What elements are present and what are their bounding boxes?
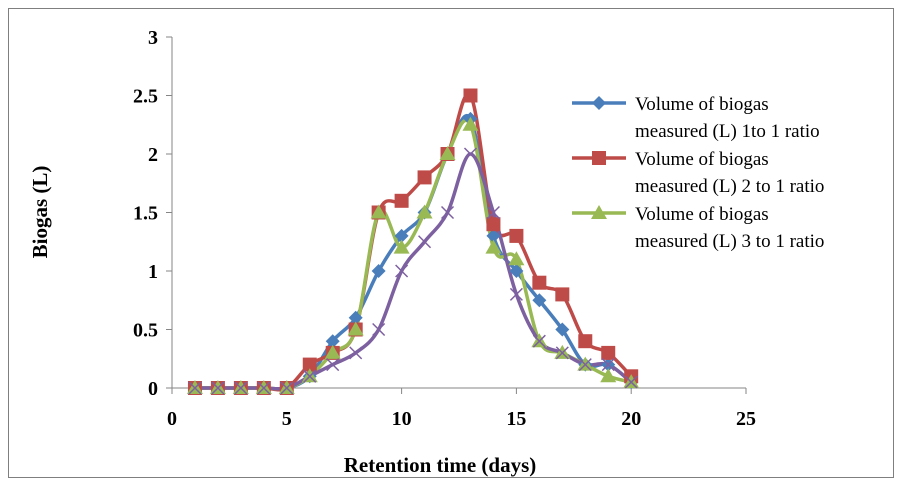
data-point-series-3 bbox=[370, 204, 387, 219]
data-point-series-4 bbox=[418, 235, 432, 249]
data-point-series-1 bbox=[325, 334, 340, 349]
data-point-series-1 bbox=[486, 228, 501, 243]
data-point-series-4 bbox=[257, 381, 271, 395]
tick-labels: 0 0.5 1 1.5 2 2.5 3 0 5 10 15 20 25 bbox=[133, 27, 756, 430]
data-point-series-4 bbox=[509, 287, 523, 301]
legend-label-1: Volume of biogas bbox=[635, 94, 769, 115]
y-tick-label: 0.5 bbox=[133, 320, 158, 342]
legend-marker-3 bbox=[591, 205, 607, 219]
data-point-series-2 bbox=[463, 88, 478, 103]
data-point-series-4 bbox=[211, 381, 225, 395]
data-point-series-4 bbox=[234, 381, 248, 395]
x-axis-title: Retention time (days) bbox=[344, 453, 536, 477]
legend-label-3: Volume of biogas bbox=[635, 204, 769, 225]
data-point-series-3 bbox=[485, 239, 502, 254]
data-point-series-1 bbox=[394, 228, 409, 243]
data-point-series-1 bbox=[509, 264, 524, 278]
data-point-series-1 bbox=[555, 322, 570, 337]
data-point-series-4 bbox=[372, 322, 386, 337]
data-point-series-3 bbox=[439, 146, 456, 160]
x-tick-label: 25 bbox=[736, 408, 756, 430]
data-point-series-4 bbox=[624, 375, 638, 389]
series-line-2 bbox=[194, 92, 633, 392]
data-point-series-4 bbox=[601, 358, 615, 372]
x-tick-label: 0 bbox=[167, 408, 177, 430]
series-lines bbox=[194, 92, 633, 392]
data-point-series-1 bbox=[371, 264, 386, 278]
data-point-series-4 bbox=[532, 334, 546, 348]
x-tick-label: 10 bbox=[392, 408, 412, 430]
data-point-series-4 bbox=[555, 346, 569, 360]
y-axis-title: Biogas (L) bbox=[28, 166, 52, 259]
data-point-series-4 bbox=[303, 369, 317, 383]
legend-marker-1 bbox=[592, 96, 606, 110]
data-point-series-4 bbox=[395, 264, 409, 278]
data-point-series-4 bbox=[486, 205, 500, 220]
data-point-series-4 bbox=[326, 358, 340, 372]
y-tick-label: 0 bbox=[148, 378, 158, 400]
data-point-series-2 bbox=[509, 228, 524, 243]
y-tick-label: 3 bbox=[148, 27, 158, 49]
x-tick-label: 5 bbox=[282, 408, 292, 430]
data-point-series-3 bbox=[508, 251, 525, 266]
y-tick-label: 2 bbox=[148, 144, 158, 166]
data-point-series-2 bbox=[486, 217, 501, 232]
data-point-series-4 bbox=[440, 205, 455, 220]
data-point-series-4 bbox=[349, 346, 363, 360]
data-point-series-3 bbox=[600, 368, 617, 383]
data-point-series-1 bbox=[348, 310, 363, 325]
data-point-series-3 bbox=[462, 116, 479, 131]
data-point-series-4 bbox=[280, 381, 294, 395]
data-point-series-2 bbox=[417, 170, 432, 185]
x-tick-label: 20 bbox=[621, 408, 641, 430]
data-point-series-2 bbox=[302, 357, 317, 372]
data-point-series-4 bbox=[578, 358, 592, 372]
data-point-series-4 bbox=[463, 147, 478, 161]
data-point-series-3 bbox=[393, 239, 410, 254]
data-point-series-3 bbox=[324, 344, 341, 359]
data-point-series-2 bbox=[578, 334, 593, 349]
y-tick-label: 1.5 bbox=[133, 203, 158, 225]
data-point-series-3 bbox=[347, 321, 364, 336]
y-tick-label: 1 bbox=[148, 261, 158, 283]
legend-label-2: measured (L) 2 to 1 ratio bbox=[635, 176, 824, 197]
data-point-series-2 bbox=[601, 345, 616, 360]
data-point-series-1 bbox=[532, 293, 547, 308]
legend-label-2: Volume of biogas bbox=[635, 149, 769, 170]
data-point-series-2 bbox=[555, 287, 570, 302]
data-point-series-2 bbox=[532, 275, 547, 290]
y-tick-label: 2.5 bbox=[133, 86, 158, 108]
legend-label-1: measured (L) 1to 1 ratio bbox=[635, 121, 820, 142]
series-markers bbox=[186, 88, 640, 395]
data-point-series-3 bbox=[416, 204, 433, 219]
x-tick-label: 15 bbox=[506, 408, 526, 430]
legend-label-3: measured (L) 3 to 1 ratio bbox=[635, 231, 824, 252]
legend: Volume of biogas measured (L) 1to 1 ratio… bbox=[572, 94, 824, 252]
legend-marker-2 bbox=[592, 151, 606, 165]
data-point-series-4 bbox=[188, 381, 202, 395]
data-point-series-2 bbox=[394, 193, 409, 208]
chart-frame bbox=[8, 8, 894, 478]
